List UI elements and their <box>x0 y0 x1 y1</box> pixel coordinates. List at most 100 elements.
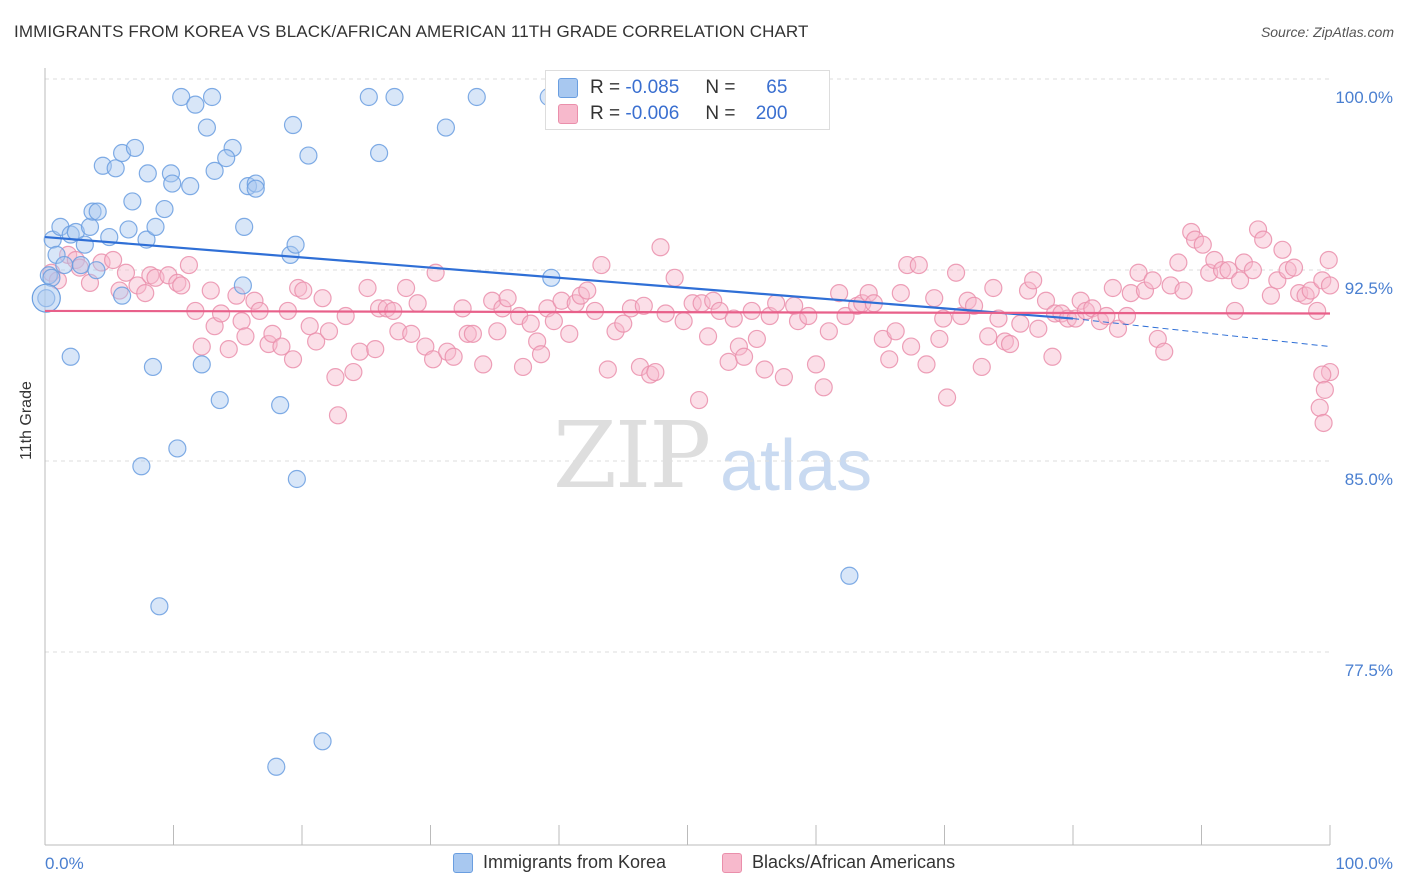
black-point <box>799 306 818 326</box>
y-tick-label: 85.0% <box>1345 470 1393 489</box>
black-point <box>1310 398 1329 417</box>
black-point <box>830 283 849 303</box>
black-point <box>319 322 339 341</box>
y-tick-label: 77.5% <box>1345 661 1393 680</box>
black-point <box>984 278 1003 298</box>
black-point <box>606 322 625 341</box>
black-point <box>806 355 826 374</box>
legend-label-korea: Immigrants from Korea <box>483 852 667 872</box>
black-point <box>578 281 597 300</box>
black-point <box>483 291 502 310</box>
black-point <box>946 263 966 282</box>
black-point <box>774 368 793 387</box>
legend-item-black[interactable]: Blacks/African Americans <box>722 852 955 873</box>
korea-point <box>143 357 163 377</box>
black-point <box>1011 314 1030 333</box>
korea-point <box>246 174 265 193</box>
black-point <box>423 350 443 369</box>
black-point <box>201 281 220 300</box>
black-point <box>453 299 472 318</box>
korea-point <box>246 179 265 198</box>
black-point <box>1135 281 1155 300</box>
black-point <box>1169 253 1188 272</box>
black-point <box>1097 306 1116 326</box>
black-point <box>313 289 332 308</box>
black-point <box>232 312 251 331</box>
black-point <box>598 360 617 379</box>
korea-point <box>125 138 145 158</box>
black-point <box>263 324 282 343</box>
black-point <box>995 332 1014 351</box>
black-point <box>1029 319 1048 338</box>
black-point <box>734 347 754 366</box>
black-point <box>742 301 761 321</box>
black-point <box>819 322 838 341</box>
black-point <box>1320 276 1340 295</box>
black-point <box>1308 301 1327 321</box>
korea-point <box>31 283 61 313</box>
black-point <box>1315 380 1334 399</box>
black-point <box>704 291 723 310</box>
korea-point <box>83 202 102 221</box>
black-point <box>641 365 660 384</box>
korea-point <box>80 217 100 236</box>
korea-point <box>181 177 200 196</box>
x-tick-label: 0.0% <box>45 854 84 873</box>
black-point <box>211 304 231 323</box>
korea-point <box>436 118 456 137</box>
black-point <box>979 327 998 346</box>
korea-point <box>163 174 182 193</box>
y-tick-label: 92.5% <box>1345 279 1393 298</box>
korea-point <box>217 149 236 168</box>
black-point <box>552 291 571 310</box>
korea-point <box>112 286 132 305</box>
black-point <box>1319 250 1338 270</box>
black-point <box>444 347 463 366</box>
black-point <box>289 278 308 298</box>
black-point <box>104 250 123 270</box>
legend-item-korea[interactable]: Immigrants from Korea <box>453 852 666 873</box>
black-point <box>930 329 949 349</box>
black-point <box>989 309 1008 328</box>
black-point <box>656 304 675 323</box>
n-value: 65 <box>766 77 788 98</box>
black-point <box>1108 319 1128 338</box>
black-point <box>1018 281 1038 300</box>
black-point <box>396 278 416 298</box>
black-point <box>513 357 533 377</box>
korea-point <box>88 202 107 221</box>
korea-point <box>202 87 222 107</box>
black-point <box>1243 261 1263 280</box>
black-point <box>1117 306 1137 326</box>
black-point <box>634 296 653 315</box>
korea-point <box>283 115 303 135</box>
black-point <box>179 255 199 275</box>
black-point <box>901 337 921 356</box>
black-point <box>172 276 191 295</box>
black-point <box>925 289 944 308</box>
korea-point <box>138 164 157 183</box>
black-point <box>474 355 493 374</box>
black-point <box>665 268 684 287</box>
source-credit: Source: ZipAtlas.com <box>1260 24 1394 40</box>
stats-row-korea: R = -0.085 N = 65 <box>558 75 787 101</box>
black-point <box>227 286 246 305</box>
black-point <box>1121 283 1140 303</box>
black-point <box>408 294 427 313</box>
black-legend-swatch <box>722 852 742 873</box>
korea-legend-swatch <box>453 852 473 873</box>
y-tick-label: 100.0% <box>1335 88 1393 107</box>
korea-trendline-extension <box>1072 318 1331 348</box>
black-point <box>1193 235 1212 254</box>
black-point <box>674 312 693 331</box>
korea-point <box>55 255 74 275</box>
r-value: -0.006 <box>625 103 680 124</box>
stats-row-black: R = -0.006 N = 200 <box>558 101 787 127</box>
black-point <box>747 329 766 349</box>
legend-label-black: Blacks/African Americans <box>752 852 956 872</box>
black-point <box>245 291 264 310</box>
black-point <box>1036 291 1056 310</box>
black-point <box>350 342 369 361</box>
korea-point <box>47 245 66 264</box>
